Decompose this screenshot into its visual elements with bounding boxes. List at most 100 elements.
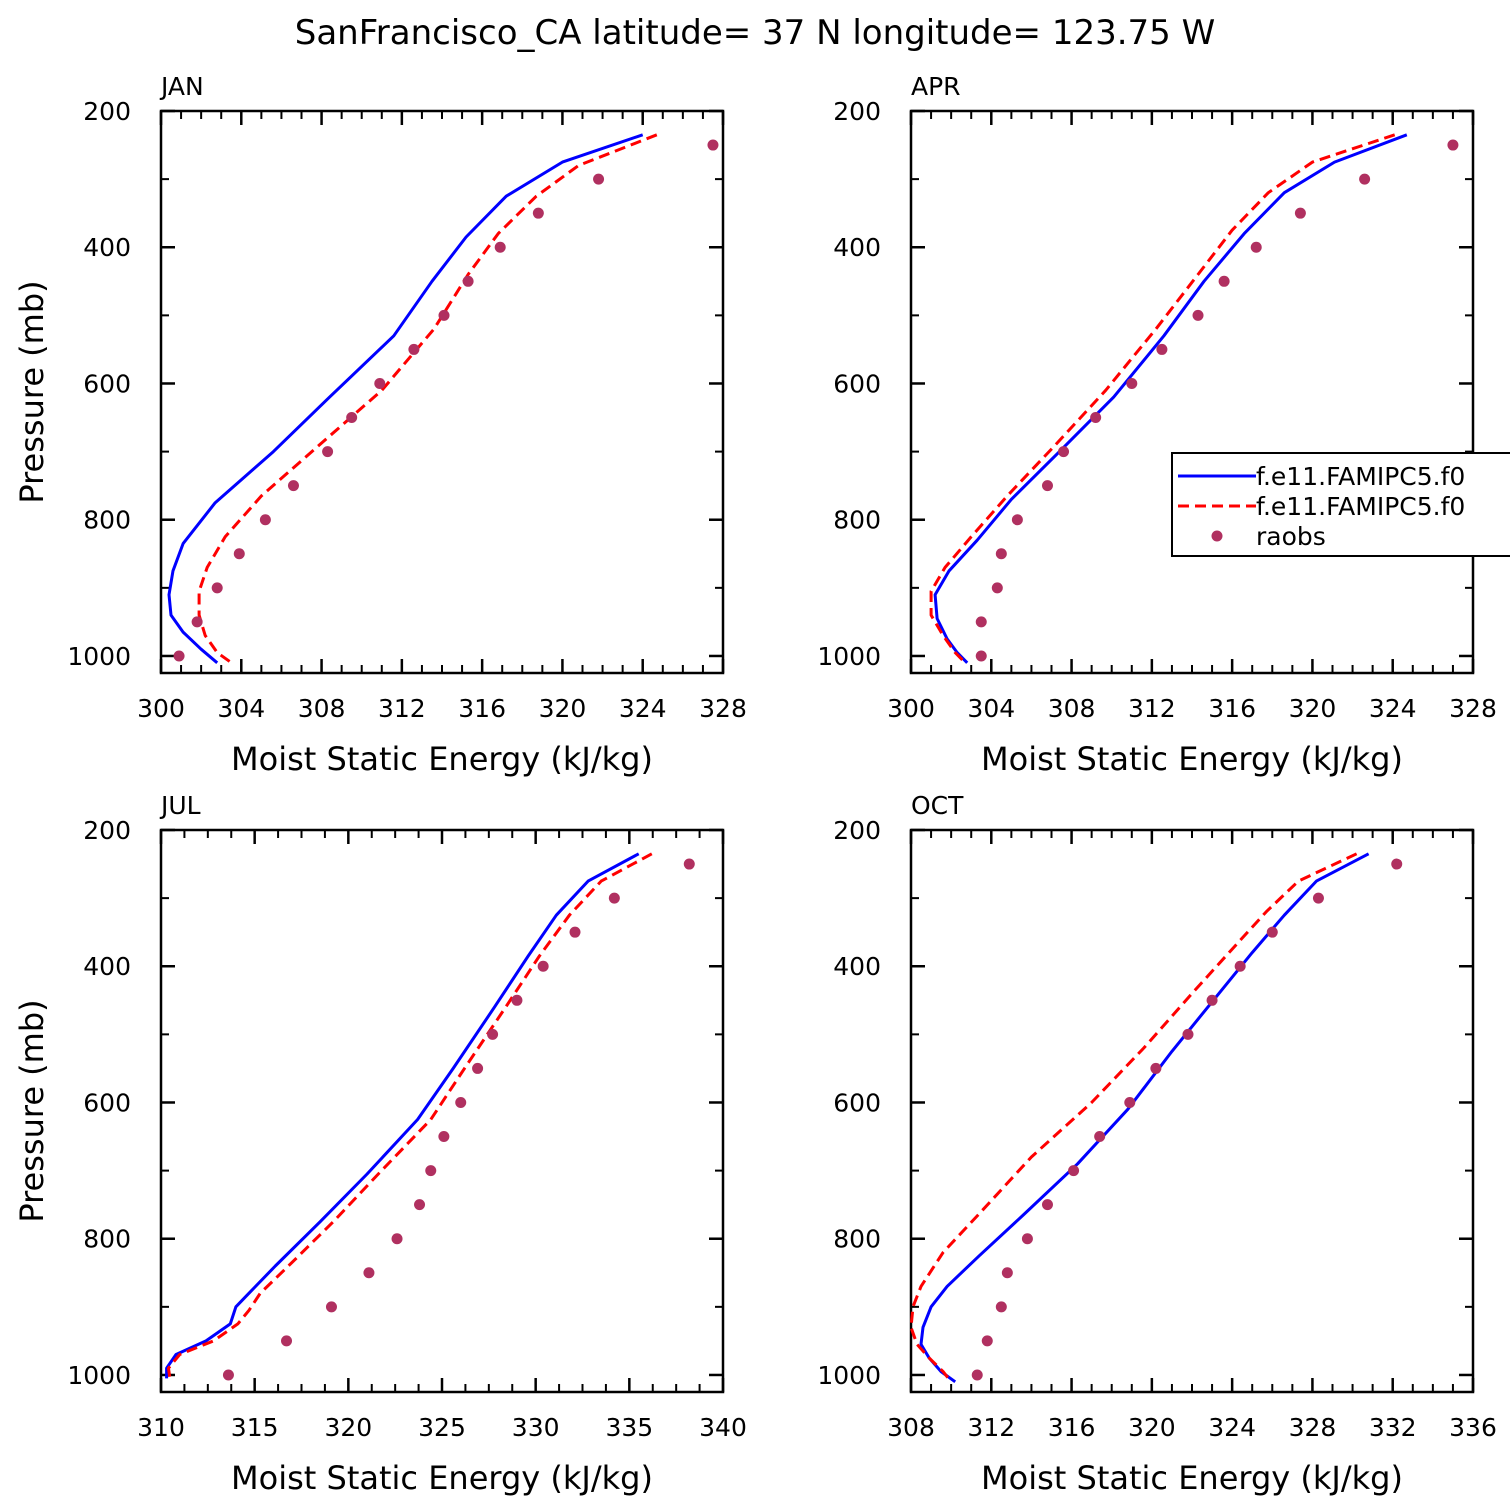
raobs-point [438,309,450,321]
y-axis-label: Pressure (mb) [13,999,51,1222]
panel-label: JUL [159,791,201,820]
raobs-point [1021,1233,1033,1245]
panel-label: JAN [159,72,204,101]
y-tick-label: 400 [833,952,881,981]
y-tick-label: 800 [83,1225,131,1254]
raobs-point [991,582,1003,594]
raobs-point [1182,1028,1194,1040]
raobs-point [608,892,620,904]
y-tick-label: 400 [83,952,131,981]
plot-frame [909,828,1475,1394]
raobs-point [1058,446,1070,458]
y-tick-label: 800 [833,506,881,535]
y-tick-label: 600 [833,1088,881,1117]
raobs-point [995,548,1007,560]
legend-box [1171,452,1510,557]
figure-title: SanFrancisco_CA latitude= 37 N longitude… [295,13,1216,53]
raobs-point [1359,173,1371,185]
raobs-point [1068,1165,1080,1177]
raobs-point [1094,1131,1106,1143]
legend-dot-icon [1211,530,1223,542]
series-line-solid [933,133,1408,664]
raobs-point [1156,343,1168,355]
raobs-point [173,650,185,662]
raobs-point [1234,960,1246,972]
raobs-point [1001,1267,1013,1279]
y-axis-label: Pressure (mb) [13,280,51,503]
series-raobs [173,139,719,662]
x-tick-label: 312 [967,1413,1015,1442]
y-tick-label: 200 [833,97,881,126]
chart-panel-jul: JUL 310 315 320 325 330 335 340 200 400 600 800 1000… [13,791,747,1497]
raobs-point [391,1233,403,1245]
raobs-point [971,1369,983,1381]
series-raobs [222,858,695,1381]
y-tick-label: 800 [83,506,131,535]
x-tick-label: 316 [1208,694,1256,723]
legend-label: f.e11.FAMIPC5.f0 [1256,492,1465,521]
chart-panel-jan: JAN 300 304 308 312 316 320 324 328 200 400 600 800 1… [13,72,747,778]
x-tick-label: 320 [324,1413,372,1442]
x-tick-label: 328 [1289,1413,1337,1442]
x-axis-label: Moist Static Energy (kJ/kg) [231,1459,653,1497]
raobs-point [1250,241,1262,253]
raobs-point [287,480,299,492]
raobs-point [1126,377,1138,389]
y-tick-label: 600 [833,369,881,398]
x-tick-label: 320 [539,694,587,723]
raobs-point [1391,858,1403,870]
raobs-point [259,514,271,526]
raobs-point [1192,309,1204,321]
chart-panels: JAN 300 304 308 312 316 320 324 328 200 400 600 800 1… [13,72,1497,1497]
y-tick-label: 1000 [817,642,881,671]
raobs-point [414,1199,426,1211]
x-axis-label: Moist Static Energy (kJ/kg) [231,740,653,778]
series-line-solid [919,852,1370,1384]
raobs-point [408,343,420,355]
x-axis-label: Moist Static Energy (kJ/kg) [981,1459,1403,1497]
y-tick-label: 1000 [817,1361,881,1390]
raobs-point [569,926,581,938]
raobs-point [322,446,334,458]
series-raobs [975,139,1459,662]
series-line-dashed [909,852,1358,1383]
series-line-dashed [197,133,658,666]
y-tick-label: 600 [83,1088,131,1117]
x-tick-label: 330 [512,1413,560,1442]
raobs-point [532,207,544,219]
chart-panel-apr: APR 300 304 308 312 316 320 324 328 200 400 600 800 1… [817,72,1496,778]
raobs-point [1266,926,1278,938]
raobs-point [374,377,386,389]
raobs-point [487,1028,499,1040]
x-tick-label: 316 [1048,1413,1096,1442]
x-tick-label: 308 [1048,694,1096,723]
raobs-point [1150,1062,1162,1074]
raobs-point [537,960,549,972]
x-tick-label: 328 [699,694,747,723]
y-tick-label: 600 [83,369,131,398]
raobs-point [593,173,605,185]
raobs-point [995,1301,1007,1313]
x-tick-label: 312 [1128,694,1176,723]
series-line-solid [165,852,640,1379]
x-tick-label: 315 [231,1413,279,1442]
raobs-point [1011,514,1023,526]
raobs-point [325,1301,337,1313]
x-tick-label: 340 [699,1413,747,1442]
raobs-point [1090,412,1102,424]
panel-label: APR [911,72,961,101]
raobs-point [683,858,695,870]
x-tick-label: 335 [605,1413,653,1442]
raobs-point [462,275,474,287]
x-tick-label: 308 [887,1413,935,1442]
x-axis-label: Moist Static Energy (kJ/kg) [981,740,1403,778]
raobs-point [975,616,987,628]
x-tick-label: 336 [1449,1413,1497,1442]
x-tick-label: 332 [1369,1413,1417,1442]
raobs-point [363,1267,375,1279]
chart-panel-oct: OCT 308 312 316 320 324 328 332 336 200 400 600 800 1… [817,791,1496,1497]
series-line-dashed [929,133,1396,664]
x-tick-label: 320 [1128,1413,1176,1442]
raobs-point [1218,275,1230,287]
